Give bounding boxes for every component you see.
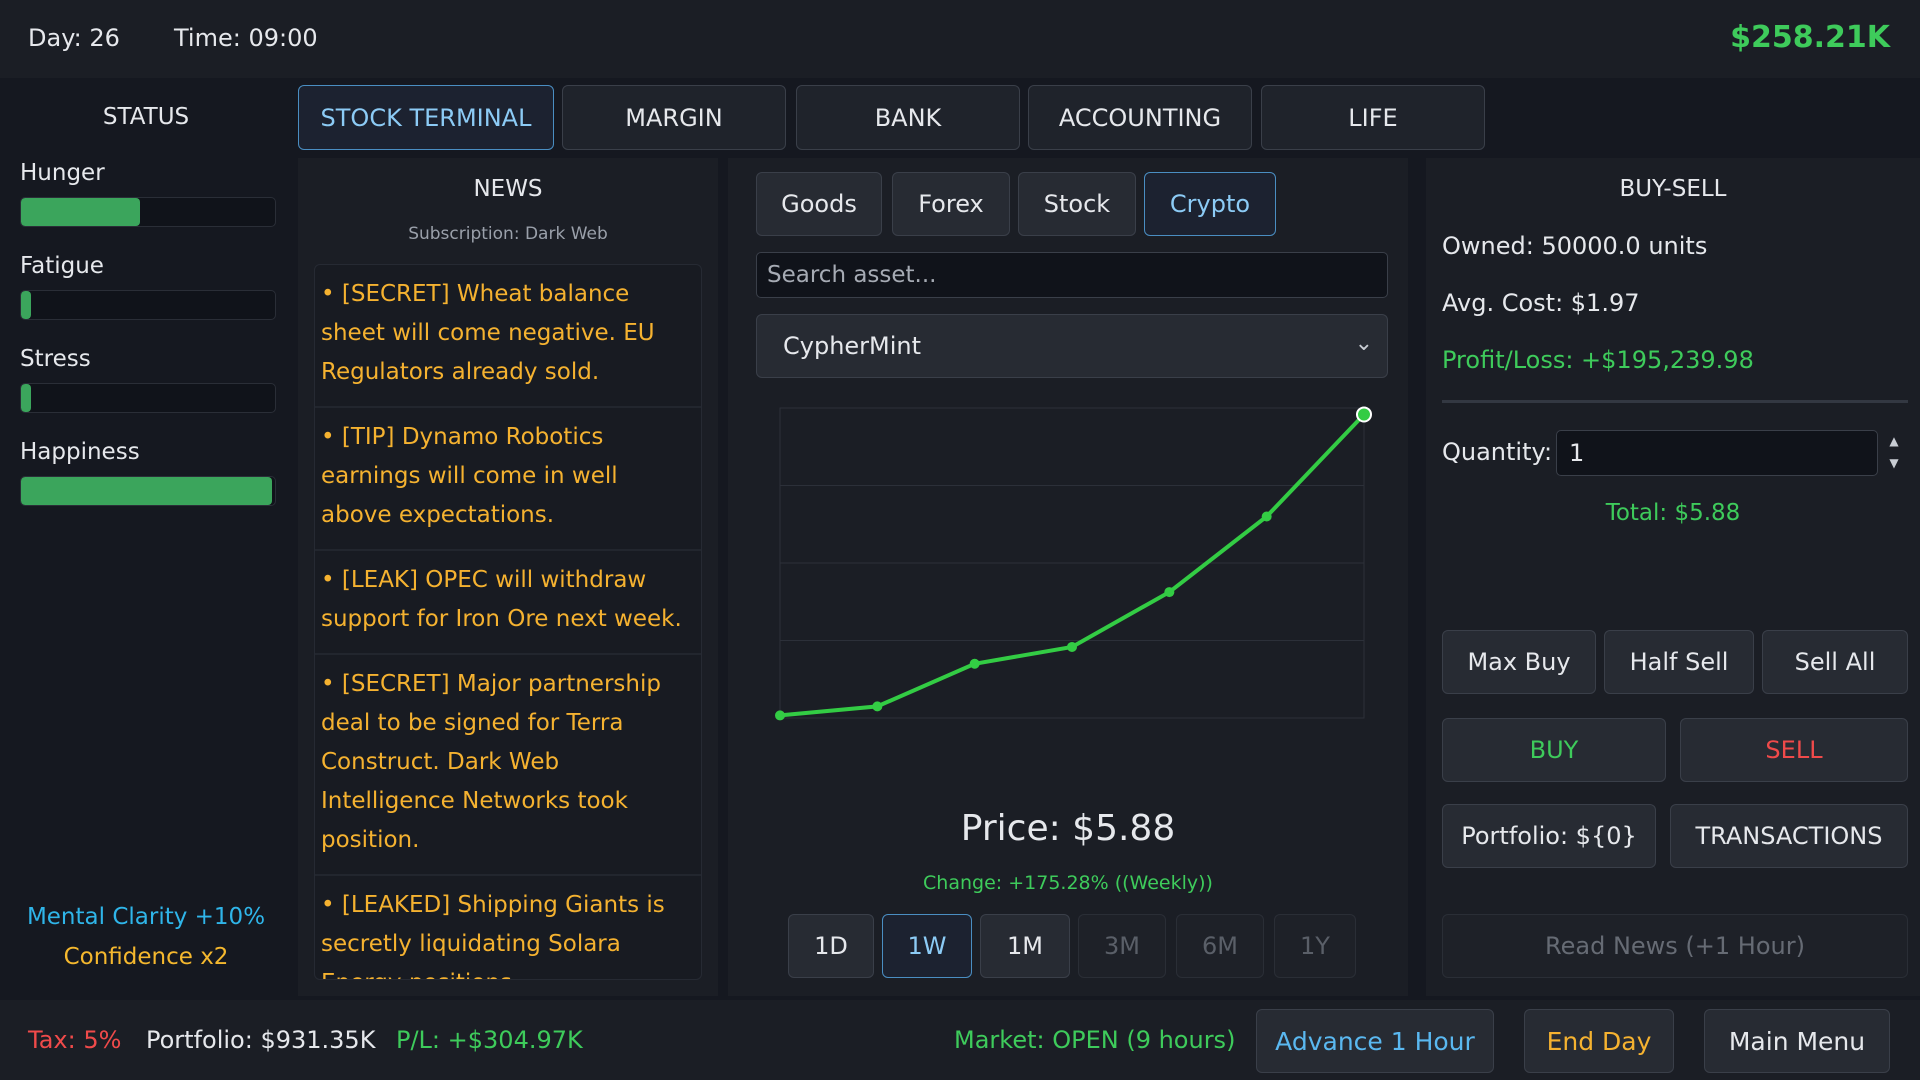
buff-mental-clarity: Mental Clarity +10%: [26, 904, 266, 930]
chart-data-point: [1261, 511, 1272, 522]
stat-label-stress: Stress: [20, 346, 91, 372]
hunger-bar-fill: [21, 198, 141, 226]
buy-button[interactable]: BUY: [1442, 718, 1666, 782]
market-status: Market: OPEN (9 hours): [954, 1026, 1236, 1054]
price-change: Change: +175.28% ((Weekly)): [923, 872, 1213, 894]
hunger-bar: [20, 197, 276, 227]
happiness-bar: [20, 476, 276, 506]
transactions-button[interactable]: TRANSACTIONS: [1670, 804, 1908, 868]
main-menu-button[interactable]: Main Menu: [1704, 1009, 1890, 1073]
stat-label-hunger: Hunger: [20, 160, 105, 186]
cash-balance: $258.21K: [1730, 20, 1890, 55]
sell-button[interactable]: SELL: [1680, 718, 1908, 782]
status-title: STATUS: [102, 104, 190, 130]
chart-data-point: [1164, 587, 1175, 598]
range-3m-button[interactable]: 3M: [1078, 914, 1166, 978]
asset-select-value: CypherMint: [783, 332, 922, 360]
news-title: NEWS: [473, 176, 543, 202]
clock: Time: 09:00: [174, 24, 318, 52]
quantity-stepper[interactable]: ▲ ▼: [1889, 434, 1899, 470]
quantity-input[interactable]: [1556, 430, 1878, 476]
half-sell-button[interactable]: Half Sell: [1604, 630, 1754, 694]
search-input[interactable]: [756, 252, 1388, 298]
stat-label-happiness: Happiness: [20, 439, 140, 465]
owned-units: Owned: 50000.0 units: [1442, 232, 1708, 260]
buy-sell-title: BUY-SELL: [1619, 176, 1727, 202]
max-buy-button[interactable]: Max Buy: [1442, 630, 1596, 694]
tab-margin[interactable]: MARGIN: [562, 85, 786, 150]
range-1d-button[interactable]: 1D: [788, 914, 874, 978]
asset-tab-forex[interactable]: Forex: [892, 172, 1010, 236]
asset-tab-goods[interactable]: Goods: [756, 172, 882, 236]
portfolio-button[interactable]: Portfolio: ${0}: [1442, 804, 1656, 868]
average-cost: Avg. Cost: $1.97: [1442, 289, 1640, 317]
price-series-line: [779, 413, 1366, 718]
news-subscription: Subscription: Dark Web: [408, 224, 608, 244]
read-news-button[interactable]: Read News (+1 Hour): [1442, 914, 1908, 978]
quantity-label: Quantity:: [1442, 438, 1553, 466]
fatigue-bar-fill: [21, 291, 32, 319]
tab-accounting[interactable]: ACCOUNTING: [1028, 85, 1252, 150]
stress-bar: [20, 383, 276, 413]
tax-rate: Tax: 5%: [28, 1026, 122, 1054]
chevron-down-icon: ⌄: [1354, 331, 1373, 356]
total-pl: P/L: +$304.97K: [396, 1026, 583, 1054]
news-item: • [LEAK] OPEC will withdraw support for …: [315, 551, 701, 655]
asset-tab-stock[interactable]: Stock: [1018, 172, 1136, 236]
bottom-bar: Tax: 5% Portfolio: $931.35K P/L: +$304.9…: [0, 1000, 1920, 1080]
asset-select[interactable]: CypherMint ⌄: [756, 314, 1388, 378]
news-item: • [SECRET] Major partnership deal to be …: [315, 655, 701, 876]
chart-data-point: [969, 658, 980, 669]
portfolio-value: Portfolio: $931.35K: [146, 1026, 376, 1054]
chart-data-point: [872, 701, 883, 712]
chart-data-point: [775, 710, 785, 721]
asset-tab-crypto[interactable]: Crypto: [1144, 172, 1276, 236]
sell-all-button[interactable]: Sell All: [1762, 630, 1908, 694]
news-list[interactable]: • [SECRET] Wheat balance sheet will come…: [314, 264, 702, 980]
order-total: Total: $5.88: [1605, 500, 1741, 526]
range-6m-button[interactable]: 6M: [1176, 914, 1264, 978]
tab-stock-terminal[interactable]: STOCK TERMINAL: [298, 85, 554, 150]
end-day-button[interactable]: End Day: [1524, 1009, 1674, 1073]
buy-sell-panel: BUY-SELL Owned: 50000.0 units Avg. Cost:…: [1426, 158, 1920, 996]
tab-bank[interactable]: BANK: [796, 85, 1020, 150]
range-1y-button[interactable]: 1Y: [1274, 914, 1356, 978]
current-price: Price: $5.88: [960, 808, 1176, 849]
news-item: • [TIP] Dynamo Robotics earnings will co…: [315, 408, 701, 551]
price-chart: [775, 406, 1372, 721]
status-sidebar: STATUS Hunger Fatigue Stress Happiness M…: [0, 78, 292, 998]
news-item: • [SECRET] Wheat balance sheet will come…: [315, 265, 701, 408]
market-panel: Goods Forex Stock Crypto CypherMint ⌄ Pr…: [728, 158, 1408, 996]
range-1m-button[interactable]: 1M: [980, 914, 1070, 978]
advance-hour-button[interactable]: Advance 1 Hour: [1256, 1009, 1494, 1073]
chart-data-point: [1067, 641, 1077, 652]
happiness-bar-fill: [21, 477, 273, 505]
stress-bar-fill: [21, 384, 32, 412]
news-panel: NEWS Subscription: Dark Web • [SECRET] W…: [298, 158, 718, 996]
divider: [1442, 400, 1908, 403]
fatigue-bar: [20, 290, 276, 320]
top-bar: Day: 26 Time: 09:00 $258.21K: [0, 0, 1920, 78]
stat-label-fatigue: Fatigue: [20, 253, 104, 279]
news-item: • [LEAKED] Shipping Giants is secretly l…: [315, 876, 701, 979]
tab-life[interactable]: LIFE: [1261, 85, 1485, 150]
day-counter: Day: 26: [28, 24, 120, 52]
chart-data-point: [1356, 406, 1372, 423]
buff-confidence: Confidence x2: [63, 944, 229, 970]
range-1w-button[interactable]: 1W: [882, 914, 972, 978]
profit-loss: Profit/Loss: +$195,239.98: [1442, 346, 1754, 374]
